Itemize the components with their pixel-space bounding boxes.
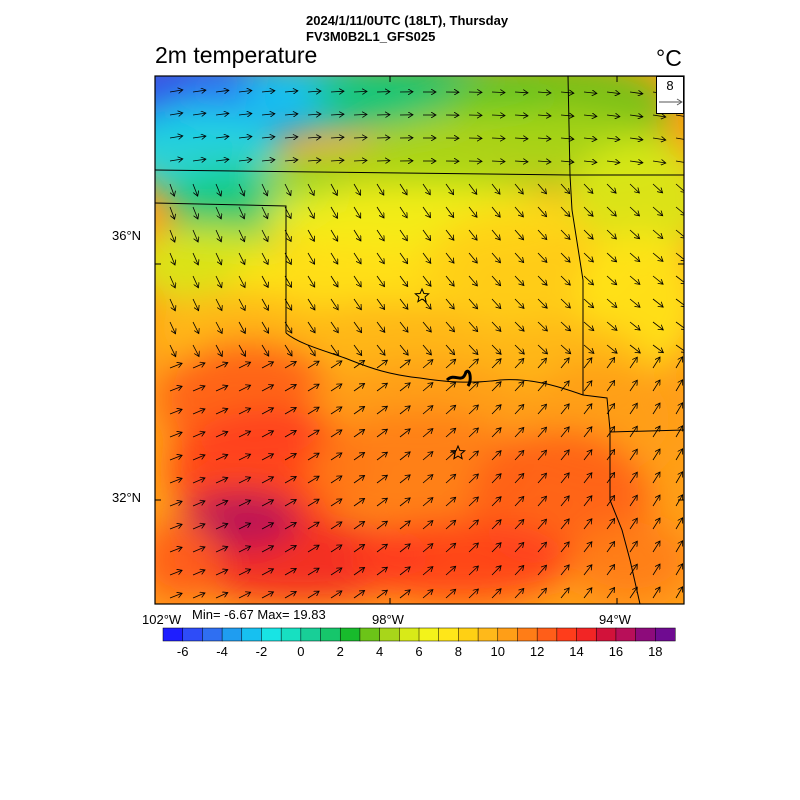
- colorbar-label: 8: [454, 644, 462, 659]
- colorbar-swatch: [261, 627, 282, 642]
- colorbar-swatch: [615, 627, 637, 642]
- colorbar-swatch: [477, 627, 499, 642]
- colorbar-label: 18: [648, 644, 663, 659]
- min-max-stats: Min= -6.67 Max= 19.83: [192, 607, 326, 622]
- colorbar-swatch: [517, 627, 538, 642]
- colorbar-swatch: [202, 627, 223, 642]
- wind-reference-box: 8: [656, 76, 684, 114]
- colorbar-swatch: [182, 627, 203, 642]
- colorbar-label: 14: [569, 644, 584, 659]
- city-star-icon: [450, 444, 466, 460]
- map-frame: [154, 75, 685, 605]
- colorbar-swatch: [458, 627, 479, 642]
- colorbar-label: 4: [375, 644, 384, 659]
- colorbar-swatch: [655, 627, 676, 642]
- colorbar-label: 6: [415, 644, 423, 659]
- variable-unit: °C: [656, 45, 682, 71]
- colorbar-swatch: [576, 627, 597, 642]
- axis-ticks: [154, 76, 684, 604]
- colorbar-label: 0: [297, 644, 305, 659]
- temperature-field: [155, 76, 684, 604]
- city-star-icon: [414, 287, 430, 303]
- lon-label-102w: 102°W: [142, 612, 182, 627]
- colorbar-swatch: [635, 627, 656, 642]
- colorbar-swatch: [536, 627, 558, 642]
- colorbar-swatch: [595, 627, 617, 642]
- colorbar-label: -2: [255, 644, 268, 659]
- lon-label-94w: 94°W: [599, 612, 631, 627]
- colorbar-swatch: [497, 627, 519, 642]
- colorbar: [162, 627, 676, 642]
- state-borders: [155, 76, 684, 604]
- lat-label-36n: 36°N: [112, 228, 142, 243]
- wind-reference-arrow-icon: [659, 98, 683, 106]
- colorbar-swatch: [300, 627, 322, 642]
- colorbar-swatch: [221, 627, 243, 642]
- colorbar-swatch: [162, 627, 184, 642]
- wind-vectors: [169, 90, 684, 599]
- colorbar-label: 12: [529, 644, 545, 659]
- colorbar-swatch: [359, 627, 381, 642]
- lon-label-98w: 98°W: [372, 612, 404, 627]
- colorbar-label: 16: [608, 644, 624, 659]
- colorbar-label: 10: [490, 644, 505, 659]
- colorbar-label: -6: [176, 644, 189, 659]
- colorbar-swatch: [241, 627, 263, 642]
- colorbar-swatch: [418, 627, 440, 642]
- header-date-line: 2024/1/11/0UTC (18LT), Thursday: [306, 13, 509, 28]
- colorbar-swatch: [320, 627, 341, 642]
- city-markers: [414, 287, 466, 460]
- wind-reference-value: 8: [666, 78, 674, 93]
- header-model-line: FV3M0B2L1_GFS025: [306, 29, 436, 44]
- lat-label-32n: 32°N: [112, 490, 142, 505]
- variable-title: 2m temperature: [155, 42, 318, 68]
- colorbar-label: 2: [336, 644, 344, 659]
- colorbar-label: -4: [216, 644, 228, 659]
- colorbar-swatch: [556, 627, 578, 642]
- colorbar-swatch: [399, 627, 420, 642]
- colorbar-swatch: [379, 627, 400, 642]
- colorbar-swatch: [280, 627, 302, 642]
- colorbar-swatch: [339, 627, 361, 642]
- colorbar-swatch: [438, 627, 459, 642]
